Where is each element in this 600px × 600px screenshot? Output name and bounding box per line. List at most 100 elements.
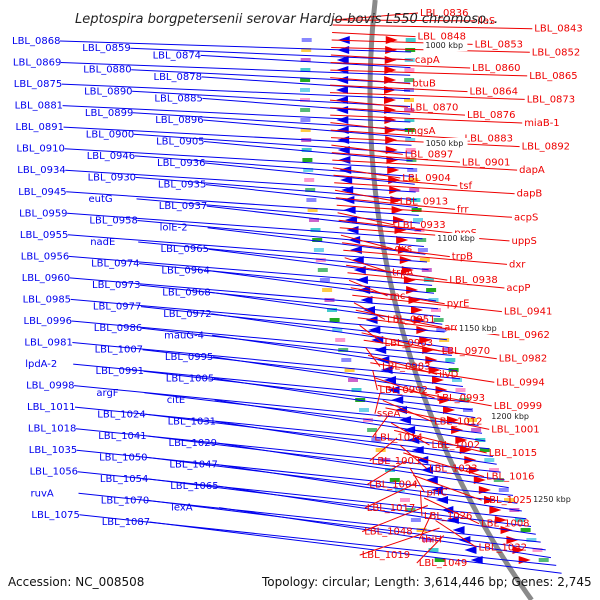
label-connector-reverse xyxy=(359,324,383,344)
label-connector-reverse xyxy=(333,12,419,21)
feature-block xyxy=(300,98,310,102)
label-connector-forward xyxy=(66,191,419,216)
label-connector-forward xyxy=(218,485,536,535)
label-connector-reverse xyxy=(399,445,428,470)
gene-label-forward: LBL_0996 xyxy=(24,316,72,327)
gene-label-reverse: LBL_0864 xyxy=(470,87,518,98)
label-connector-forward xyxy=(144,392,483,434)
gene-label-forward: LBL_0934 xyxy=(17,165,65,176)
kbp-label-bg xyxy=(423,40,468,51)
forward-gene-arrow xyxy=(387,386,400,394)
feature-block xyxy=(327,308,337,312)
kbp-tick-label: 1100 kbp xyxy=(437,234,475,243)
label-connector-forward xyxy=(140,306,447,341)
gene-label-reverse: ileS xyxy=(477,16,495,27)
feature-block xyxy=(434,558,445,562)
feature-block xyxy=(404,118,415,122)
gene-label-reverse: LBL_0992 xyxy=(379,385,427,396)
label-connector-forward xyxy=(149,521,562,574)
gene-label-forward: lolE-2 xyxy=(160,223,188,234)
label-connector-reverse xyxy=(423,497,480,525)
feature-block xyxy=(309,218,319,222)
gene-label-forward: lpdA-2 xyxy=(25,359,57,370)
gene-label-forward: LBL_0995 xyxy=(165,352,213,363)
feature-block xyxy=(300,108,311,112)
label-connector-reverse xyxy=(418,512,433,540)
label-connector-reverse xyxy=(382,399,433,423)
feature-block xyxy=(303,168,314,172)
gene-label-reverse: LBL_0913 xyxy=(400,197,448,208)
reverse-gene-arrow xyxy=(385,46,398,54)
feature-block xyxy=(341,358,352,362)
gene-label-reverse: trpA xyxy=(392,267,413,278)
gene-label-forward: LBL_0968 xyxy=(162,287,210,298)
gene-label-reverse: LBL_0970 xyxy=(442,346,490,357)
feature-block xyxy=(405,508,416,512)
label-connector-reverse xyxy=(339,227,510,242)
label-connector-reverse xyxy=(331,144,403,155)
gene-label-reverse: LBL_1026 xyxy=(424,511,472,522)
gene-label-forward: LBL_1070 xyxy=(101,496,149,507)
feature-block xyxy=(463,408,473,412)
feature-block xyxy=(428,548,439,552)
reverse-gene-arrow xyxy=(455,436,468,444)
label-connector-reverse xyxy=(413,474,482,501)
feature-block xyxy=(433,318,444,322)
label-connector-forward xyxy=(210,291,443,325)
label-connector-forward xyxy=(62,105,411,123)
gene-label-forward: LBL_0972 xyxy=(163,309,211,320)
forward-gene-arrow xyxy=(360,296,373,304)
gene-label-reverse: acpS xyxy=(514,212,538,223)
gene-label-forward: nadE xyxy=(90,237,115,248)
feature-block xyxy=(426,288,437,292)
gene-label-reverse: rnc xyxy=(390,291,406,302)
forward-gene-arrow xyxy=(452,526,465,534)
reverse-gene-arrow xyxy=(393,216,406,224)
reverse-gene-arrow xyxy=(397,246,410,254)
reverse-gene-arrow xyxy=(468,466,481,474)
label-connector-reverse xyxy=(338,219,453,234)
gene-label-forward: LBL_1007 xyxy=(95,345,143,356)
label-connector-forward xyxy=(72,342,461,380)
label-connector-forward xyxy=(130,47,411,61)
label-connector-forward xyxy=(74,385,479,426)
feature-block xyxy=(405,48,416,52)
feature-block xyxy=(479,448,490,452)
reverse-gene-arrow xyxy=(410,306,423,314)
gene-label-reverse: LBL_0892 xyxy=(522,142,570,153)
feature-block xyxy=(348,378,358,382)
gene-label-forward: LBL_1047 xyxy=(169,460,217,471)
gene-label-forward: LBL_1075 xyxy=(31,510,79,521)
label-connector-reverse xyxy=(330,114,523,124)
label-connector-reverse xyxy=(416,535,445,564)
forward-gene-arrow xyxy=(349,246,362,254)
gene-label-forward: LBL_1054 xyxy=(100,474,148,485)
label-connector-forward xyxy=(73,363,469,403)
gene-label-reverse: LBL_1048 xyxy=(364,527,412,538)
gene-label-reverse: ilvD xyxy=(439,369,458,380)
label-connector-forward xyxy=(207,227,426,255)
feature-block xyxy=(514,518,525,522)
gene-label-reverse: LBL_1049 xyxy=(419,558,467,569)
gene-label-reverse: LBL_0901 xyxy=(462,157,510,168)
feature-block xyxy=(375,448,386,452)
label-connector-reverse xyxy=(367,459,407,485)
label-connector-forward xyxy=(200,54,411,69)
label-connector-forward xyxy=(204,141,413,162)
gene-label-reverse: LBL_0999 xyxy=(494,401,542,412)
feature-block xyxy=(484,458,495,462)
label-connector-reverse xyxy=(337,212,396,226)
gene-label-reverse: LBL_0883 xyxy=(465,134,513,145)
reverse-gene-arrow xyxy=(443,406,456,414)
label-connector-forward xyxy=(216,442,509,489)
label-connector-forward xyxy=(201,76,411,92)
feature-block xyxy=(371,438,382,442)
label-connector-forward xyxy=(213,377,476,419)
feature-block xyxy=(367,428,378,432)
gene-label-forward: argF xyxy=(96,388,118,399)
label-connector-forward xyxy=(212,356,466,395)
gene-label-forward: LBL_0945 xyxy=(18,187,66,198)
feature-block xyxy=(416,238,427,242)
gene-label-reverse: LBL_0843 xyxy=(534,24,582,35)
label-connector-forward xyxy=(146,435,505,481)
